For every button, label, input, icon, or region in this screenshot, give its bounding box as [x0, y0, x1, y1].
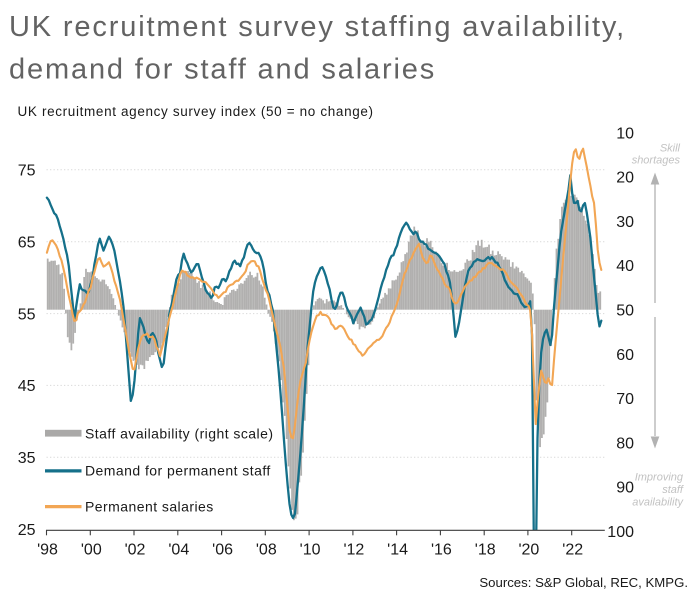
svg-text:'98: '98 [37, 541, 58, 558]
svg-text:'02: '02 [125, 541, 146, 558]
svg-text:30: 30 [616, 214, 634, 231]
svg-text:UK recruitment survey staffing: UK recruitment survey staffing availabil… [9, 11, 626, 43]
svg-text:staff: staff [662, 484, 684, 496]
svg-text:'18: '18 [475, 541, 496, 558]
svg-text:75: 75 [18, 163, 36, 180]
svg-text:90: 90 [616, 480, 634, 497]
svg-text:demand for staff and salaries: demand for staff and salaries [9, 54, 436, 86]
svg-text:60: 60 [616, 347, 634, 364]
svg-text:25: 25 [18, 522, 36, 539]
svg-text:80: 80 [616, 435, 634, 452]
svg-text:'06: '06 [212, 541, 233, 558]
svg-text:'08: '08 [256, 541, 277, 558]
svg-text:'14: '14 [387, 541, 408, 558]
svg-text:45: 45 [18, 378, 36, 395]
svg-text:'00: '00 [81, 541, 102, 558]
svg-text:20: 20 [616, 170, 634, 187]
svg-text:'22: '22 [562, 541, 583, 558]
svg-text:'04: '04 [168, 541, 189, 558]
svg-text:100: 100 [607, 524, 634, 541]
svg-text:Demand for permanent staff: Demand for permanent staff [85, 463, 271, 479]
svg-text:'12: '12 [343, 541, 364, 558]
svg-text:Staff availability (right scal: Staff availability (right scale) [85, 426, 273, 442]
svg-text:40: 40 [616, 258, 634, 275]
svg-text:Improving: Improving [635, 472, 684, 484]
svg-text:'16: '16 [431, 541, 452, 558]
svg-text:65: 65 [18, 235, 36, 252]
svg-text:35: 35 [18, 450, 36, 467]
svg-text:Sources: S&P Global, REC, KMPG: Sources: S&P Global, REC, KMPG. [479, 575, 688, 590]
svg-text:10: 10 [616, 125, 634, 142]
svg-text:'20: '20 [518, 541, 539, 558]
svg-text:'10: '10 [300, 541, 321, 558]
svg-text:50: 50 [616, 303, 634, 320]
svg-text:55: 55 [18, 306, 36, 323]
svg-text:availability: availability [632, 497, 684, 509]
svg-text:shortages: shortages [632, 155, 681, 167]
svg-text:70: 70 [616, 391, 634, 408]
svg-text:Skill: Skill [660, 143, 681, 155]
svg-text:Permanent salaries: Permanent salaries [85, 498, 214, 514]
svg-text:UK recruitment agency survey i: UK recruitment agency survey index (50 =… [18, 104, 374, 119]
